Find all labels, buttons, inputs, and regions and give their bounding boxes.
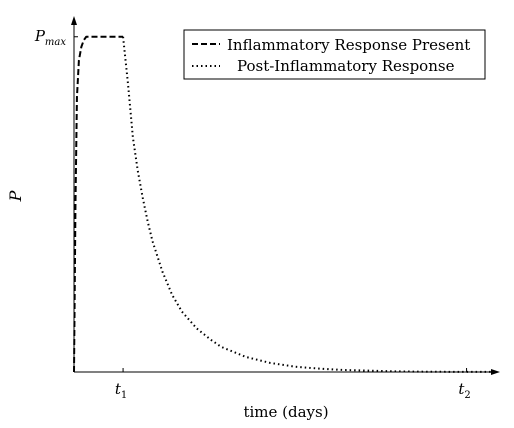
legend-box [183,29,486,80]
legend-label-inflammatory-response-present: Inflammatory Response Present [227,36,470,54]
x-axis-arrowhead [491,369,500,375]
x-tick-label-0: t1 [115,380,127,401]
y-tick-label-base-0: P [34,27,46,45]
x-tick-label-sub-1: 2 [464,390,470,401]
legend: Inflammatory Response Present Post-Infla… [183,29,486,80]
x-tick-label-base-1: t [458,380,465,398]
legend-label-post-inflammatory-response: Post-Inflammatory Response [237,57,455,75]
x-tick-label-1: t2 [458,380,470,401]
y-tick-label-0: Pmax [34,27,67,48]
y-axis-arrowhead [71,16,77,25]
series-layer [73,35,492,373]
x-tick-label-base-0: t [115,380,122,398]
series-line-dashed [73,35,124,373]
y-tick-label-sub-0: max [45,37,66,48]
x-axis-label: time (days) [243,403,328,421]
y-axis-label: P [6,190,25,202]
series-line-dotted [122,36,492,373]
x-tick-label-sub-0: 1 [121,390,127,401]
